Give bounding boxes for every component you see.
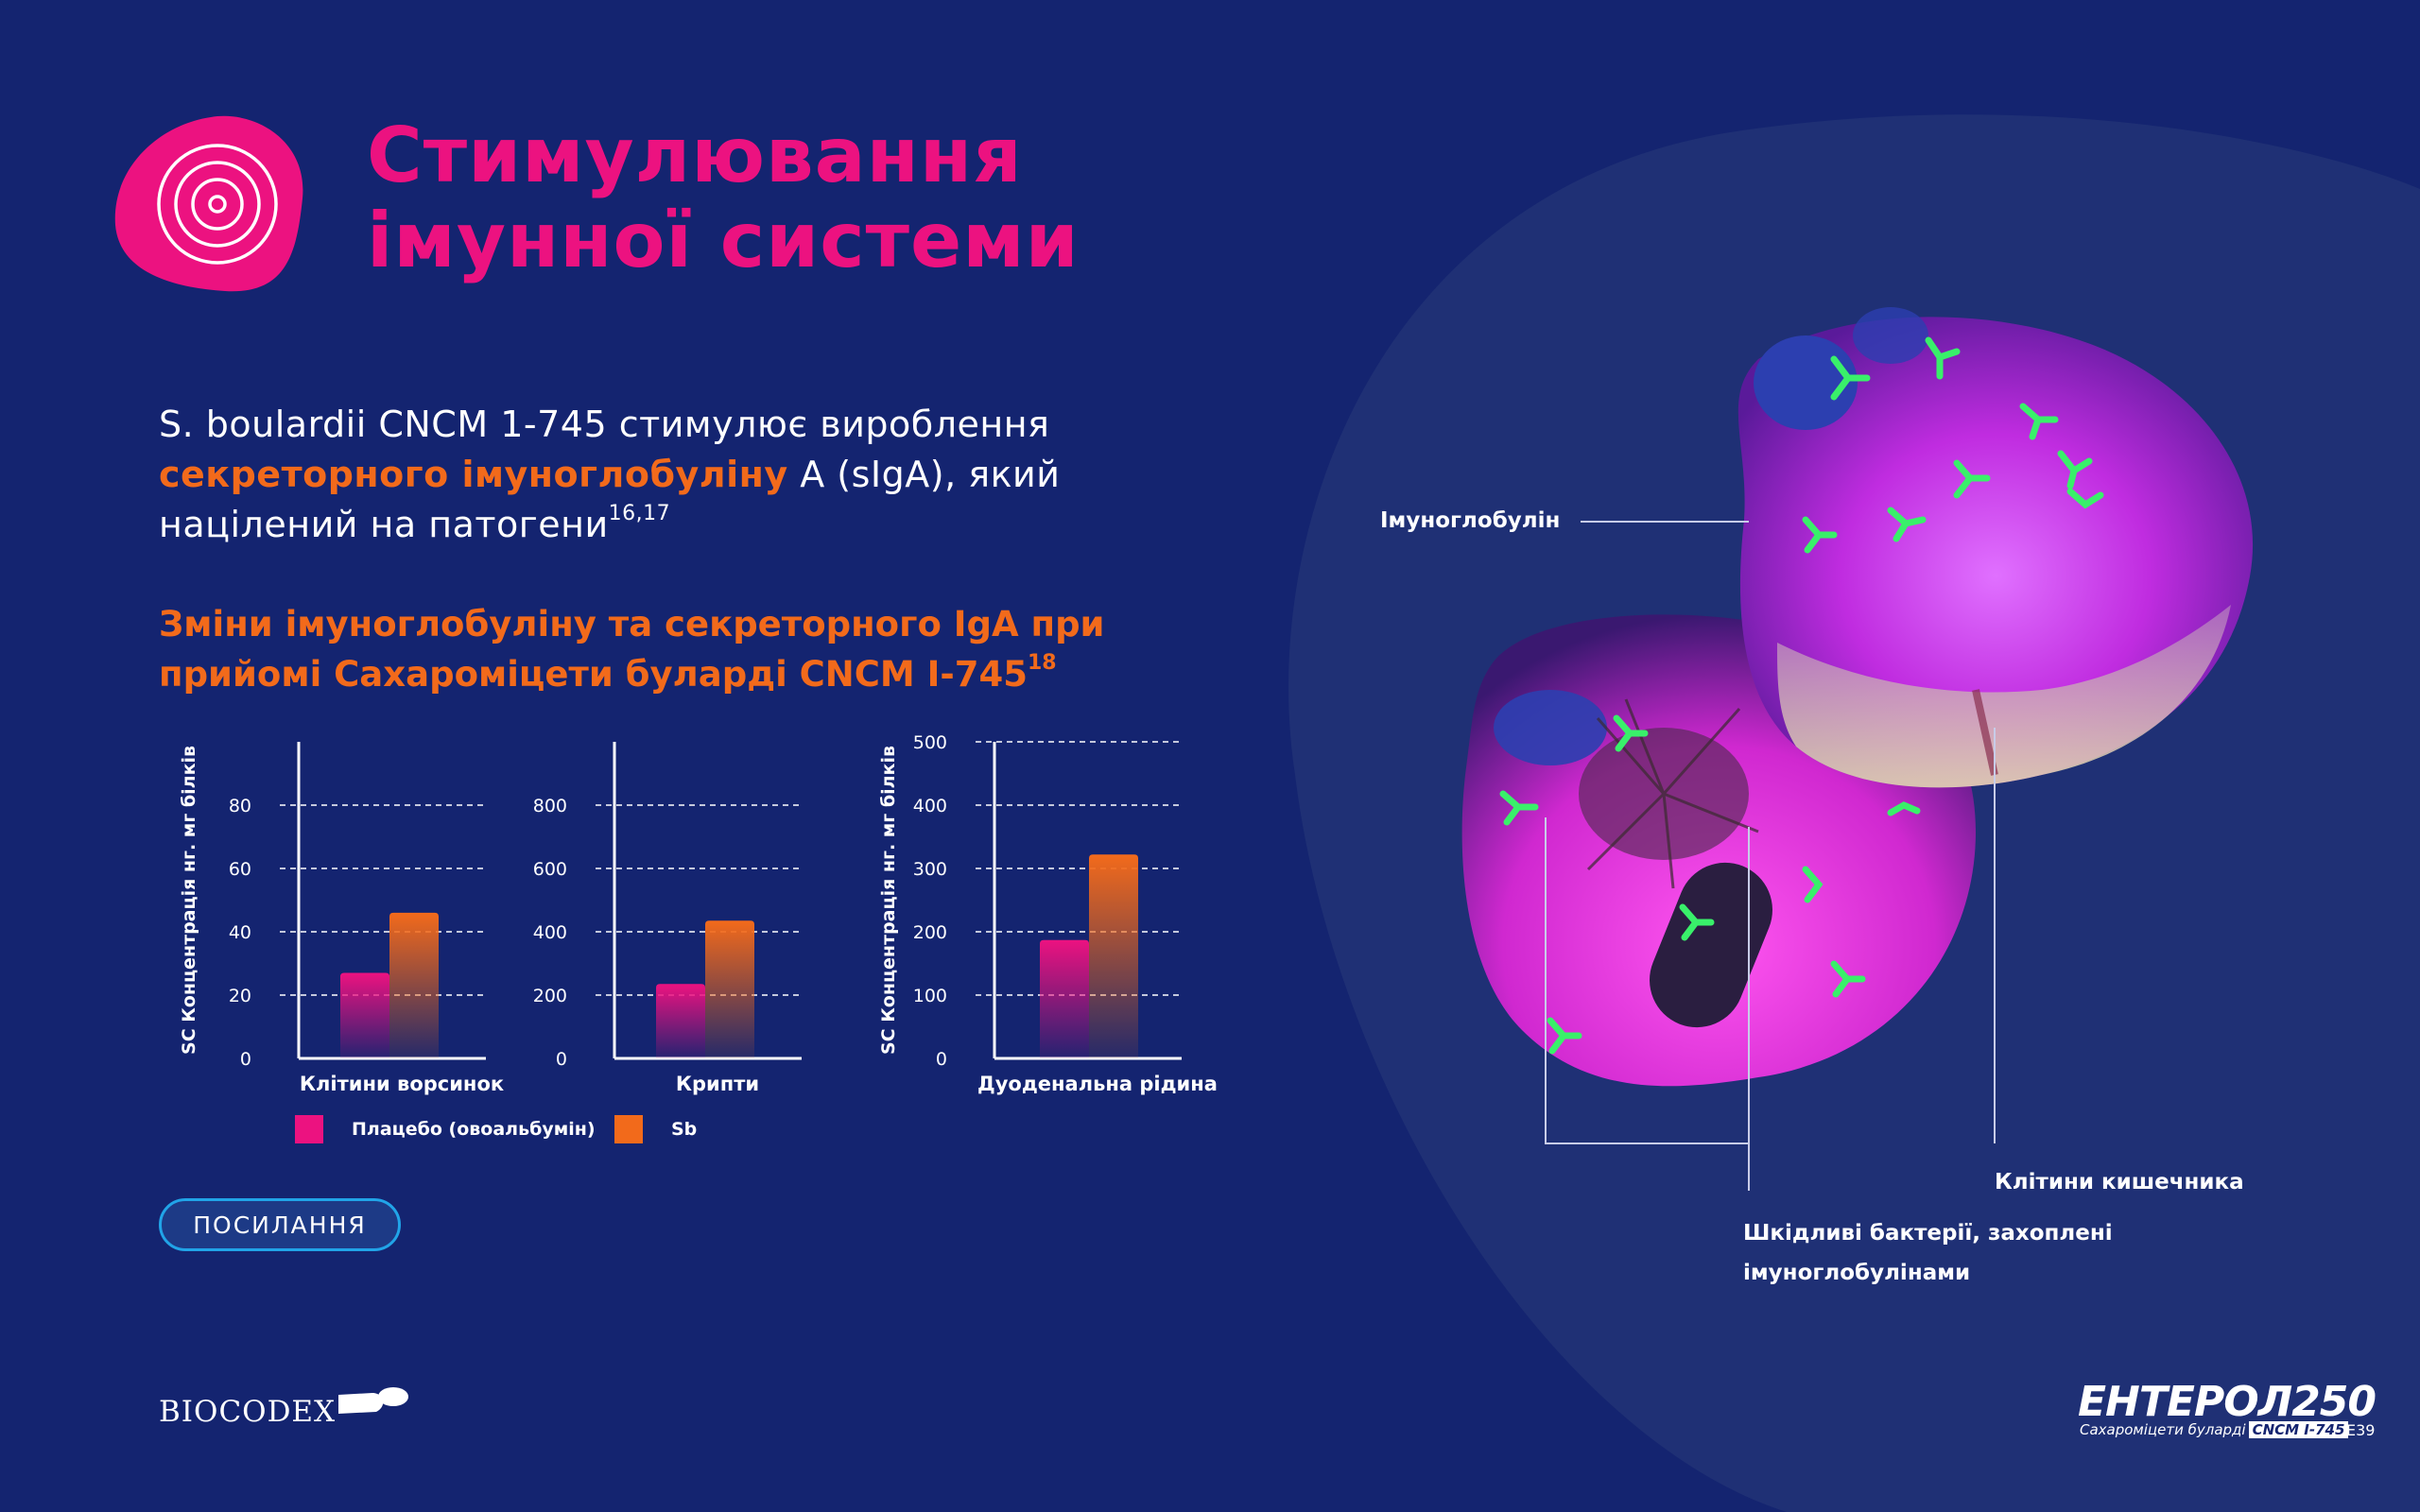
brand-strain-tag: CNCM I-745	[2248, 1421, 2349, 1438]
legend-label-placebo: Плацебо (овоальбумін)	[352, 1119, 596, 1140]
intro-highlight: секреторного імуноглобуліну	[159, 454, 788, 495]
y-tick-label: 300	[913, 859, 947, 880]
charts-area: 0 20 40 60 80 Клітини ворсинок SC Концентрація…	[142, 718, 1229, 1125]
y-tick-label: 0	[556, 1049, 567, 1070]
intro-line-2-rest: A (sIgA), який	[787, 454, 1061, 495]
callout-bacteria-line-2: імуноглобулінами	[1743, 1261, 1971, 1285]
y-tick-label: 20	[229, 986, 251, 1006]
brand-name: ЕНТЕРОЛ250	[2078, 1378, 2377, 1426]
brand-subtitle: Сахароміцети буларді CNCM I-745	[2080, 1421, 2349, 1438]
subtitle-line-2-text: прийомі Сахароміцети буларді CNCM I-745	[159, 654, 1028, 695]
y-tick-label: 400	[913, 796, 947, 816]
target-icon	[114, 115, 303, 292]
chart-legend: Плацебо (овоальбумін) Sb	[295, 1115, 957, 1153]
illustration-graphics	[1461, 307, 2254, 1191]
references-button[interactable]: ПОСИЛАННЯ	[159, 1198, 401, 1251]
y-tick-label: 80	[229, 796, 251, 816]
y-tick-label: 500	[913, 732, 947, 753]
callout-bacteria: Шкідливі бактерії, захоплені імуноглобул…	[1743, 1213, 2113, 1293]
subtitle-line-2: прийомі Сахароміцети буларді CNCM I-7451…	[159, 649, 1246, 699]
y-tick-label: 60	[229, 859, 251, 880]
legend-label-sb: Sb	[671, 1119, 698, 1140]
y-tick-label: 40	[229, 922, 251, 943]
intro-line-3: націлений на патогени16,17	[159, 500, 1199, 550]
biocodex-logo: BIOCODEX	[159, 1385, 414, 1433]
title-line-1: Стимулювання	[367, 112, 1023, 199]
x-category-label: Дуоденальна рідина	[977, 1073, 1218, 1095]
callout-intestinal-cells: Клітини кишечника	[1995, 1170, 2244, 1194]
legend-swatch-placebo	[295, 1115, 323, 1143]
callout-bacteria-line-1: Шкідливі бактерії, захоплені	[1743, 1221, 2113, 1246]
y-axis-label: SC Концентрація нг. мг білків	[179, 746, 199, 1055]
bar-placebo	[1040, 939, 1089, 1058]
intro-line-2: секреторного імуноглобуліну A (sIgA), як…	[159, 450, 1199, 500]
x-category-label: Клітини ворсинок	[300, 1073, 504, 1095]
intro-line-1: S. boulardii CNCM 1-745 стимулює виробле…	[159, 404, 1050, 445]
y-tick-label: 200	[533, 986, 567, 1006]
biocodex-wordmark: BIOCODEX	[159, 1395, 337, 1429]
y-tick-label: 0	[936, 1049, 947, 1070]
y-tick-label: 600	[533, 859, 567, 880]
y-tick-label: 0	[240, 1049, 251, 1070]
y-axis-label: SC Концентрація нг. мг білків	[878, 746, 899, 1055]
intro-footnote-ref: 16,17	[608, 502, 671, 525]
legend-item-placebo: Плацебо (овоальбумін)	[295, 1115, 596, 1143]
bar-sb	[1089, 854, 1138, 1058]
chart-section-heading: Зміни імуноглобуліну та секреторного IgA…	[159, 599, 1246, 699]
enterol-brand-logo: ЕНТЕРОЛ250 Сахароміцети буларді CNCM I-74…	[2078, 1378, 2377, 1448]
page-code: E39	[2346, 1421, 2376, 1439]
subtitle-line-1: Зміни імуноглобуліну та секреторного IgA…	[159, 604, 1105, 644]
x-category-label: Крипти	[676, 1073, 759, 1095]
legend-swatch-sb	[614, 1115, 643, 1143]
y-tick-label: 400	[533, 922, 567, 943]
intro-paragraph: S. boulardii CNCM 1-745 стимулює виробле…	[159, 400, 1199, 550]
title-line-2: імунної системи	[367, 197, 1080, 284]
bar-charts: 0 20 40 60 80 Клітини ворсинок SC Концентрація…	[179, 732, 1218, 1095]
callout-immunoglobulin: Імуноглобулін	[1380, 508, 1561, 533]
bar-sb	[389, 912, 439, 1058]
brand-sub-text: Сахароміцети буларді	[2080, 1421, 2246, 1438]
subtitle-footnote-ref: 18	[1027, 651, 1057, 675]
microscope-illustration: Імуноглобулін Клітини кишечника Шкідливі…	[1361, 302, 2307, 1342]
y-tick-label: 200	[913, 922, 947, 943]
page-title: Стимулювання імунної системи	[367, 113, 1218, 284]
y-tick-label: 100	[913, 986, 947, 1006]
bar-sb	[705, 920, 754, 1058]
bar-placebo	[340, 972, 389, 1058]
intro-line-3-text: націлений на патогени	[159, 504, 609, 545]
bar-placebo	[656, 984, 705, 1058]
legend-item-sb: Sb	[614, 1115, 697, 1143]
y-tick-label: 800	[533, 796, 567, 816]
biocodex-mark-icon	[338, 1387, 408, 1414]
